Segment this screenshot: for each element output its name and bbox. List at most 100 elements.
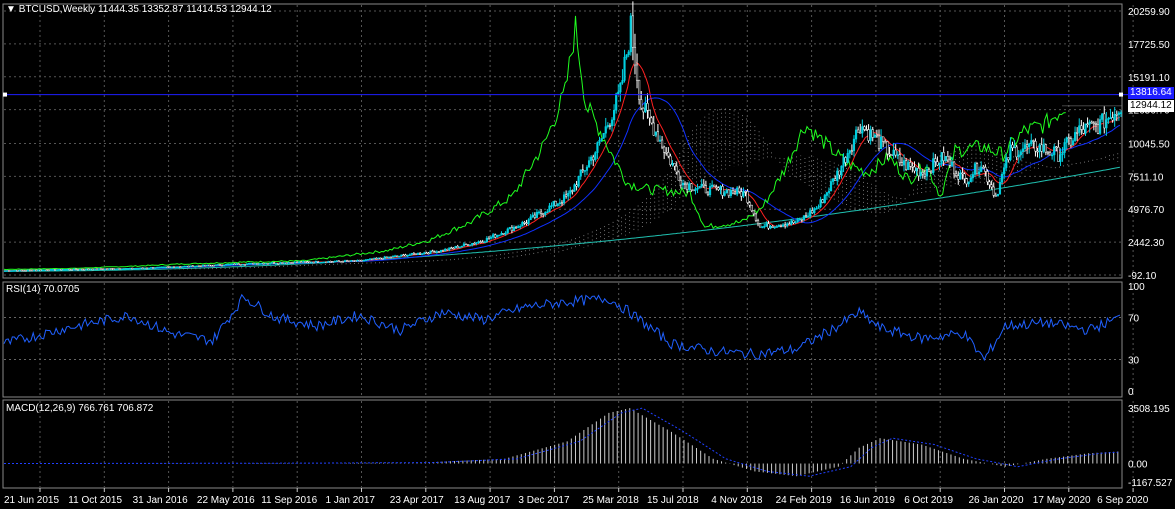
candle-body <box>967 181 970 185</box>
candle-body <box>1013 146 1016 149</box>
candle-body <box>181 266 184 268</box>
candle-body <box>496 234 499 238</box>
candle-body <box>663 146 666 153</box>
time-axis-label: 15 Jul 2018 <box>647 495 699 506</box>
candle-body <box>725 189 728 193</box>
candle-body <box>114 268 117 270</box>
candle-body <box>938 163 941 166</box>
candle-body <box>1117 112 1120 115</box>
candle-body <box>444 249 447 252</box>
candle-body <box>141 267 144 269</box>
candle-body <box>598 140 601 143</box>
candle-body <box>523 222 526 224</box>
candle-body <box>836 170 839 182</box>
candle-body <box>1034 141 1037 152</box>
macd-title: MACD(12,26,9) 766.761 706.872 <box>6 403 154 414</box>
candle-body <box>1109 117 1112 119</box>
candle-body <box>124 268 128 270</box>
candle-body <box>377 257 380 260</box>
candle-body <box>675 165 678 173</box>
candle-body <box>775 226 778 228</box>
candle-body <box>888 153 891 156</box>
candle-body <box>573 184 576 192</box>
candle-body <box>692 189 695 192</box>
candle-body <box>448 247 451 251</box>
candle-body <box>489 236 493 239</box>
candle-body <box>446 249 449 251</box>
dropdown-triangle-icon[interactable]: ▼ <box>6 4 16 15</box>
candle-body <box>927 169 931 172</box>
candle-body <box>880 136 883 149</box>
candle-body <box>988 181 991 186</box>
candle-body <box>371 258 374 261</box>
candle-body <box>973 163 977 175</box>
candle-body <box>733 192 737 195</box>
candle-body <box>537 211 541 214</box>
candle-body <box>379 257 382 260</box>
time-axis-label: 26 Jan 2020 <box>969 495 1024 506</box>
candle-body <box>350 260 353 262</box>
candle-body <box>754 213 758 221</box>
candle-body <box>283 262 286 264</box>
candle-body <box>41 269 44 272</box>
candle-body <box>1099 119 1102 134</box>
candle-body <box>650 117 653 124</box>
candle-body <box>462 243 466 247</box>
candle-body <box>1094 123 1098 125</box>
candle-body <box>281 262 284 264</box>
candle-body <box>479 241 482 243</box>
candle-body <box>1055 146 1058 149</box>
candle-body <box>567 193 570 197</box>
candle-body <box>435 251 438 253</box>
candle-body <box>206 264 209 267</box>
candle-body <box>129 267 132 270</box>
candle-body <box>521 222 524 227</box>
rsi-axis-label: 70 <box>1128 314 1140 325</box>
candle-body <box>905 160 908 170</box>
candle-body <box>617 91 620 95</box>
candle-body <box>508 227 511 230</box>
candle-body <box>243 264 246 266</box>
candle-body <box>861 126 864 134</box>
candle-body <box>625 54 628 58</box>
candle-body <box>969 177 972 183</box>
candle-body <box>1080 125 1083 130</box>
candle-body <box>865 129 868 131</box>
candle-body <box>752 210 755 215</box>
candle-body <box>867 129 870 141</box>
candle-body <box>688 183 691 190</box>
candle-body <box>1076 132 1079 134</box>
candle-body <box>402 254 405 257</box>
candle-body <box>994 195 997 197</box>
time-axis-label: 21 Jun 2015 <box>4 495 59 506</box>
candle-body <box>1030 140 1033 145</box>
candle-body <box>220 264 224 267</box>
candle-body <box>717 187 720 190</box>
candle-body <box>869 129 872 141</box>
candle-body <box>500 233 503 236</box>
candle-body <box>759 223 762 228</box>
candle-body <box>339 260 342 263</box>
candle-body <box>633 46 637 66</box>
candle-body <box>794 221 797 224</box>
candle-body <box>698 186 701 189</box>
candle-body <box>982 166 985 169</box>
candle-body <box>177 266 180 268</box>
candle-body <box>452 247 455 250</box>
candle-body <box>241 264 244 266</box>
candle-body <box>64 269 67 271</box>
price-axis-label: 17725.50 <box>1128 40 1170 51</box>
candle-body <box>260 262 263 265</box>
candle-body <box>1009 144 1012 161</box>
candle-body <box>35 269 38 272</box>
candle-body <box>998 182 1002 195</box>
candle-body <box>667 152 670 157</box>
candle-body <box>106 268 109 270</box>
candle-body <box>39 269 42 272</box>
candle-body <box>293 261 297 264</box>
candle-body <box>519 225 522 228</box>
candle-body <box>746 191 749 203</box>
candle-body <box>792 220 795 223</box>
candle-body <box>233 263 236 265</box>
